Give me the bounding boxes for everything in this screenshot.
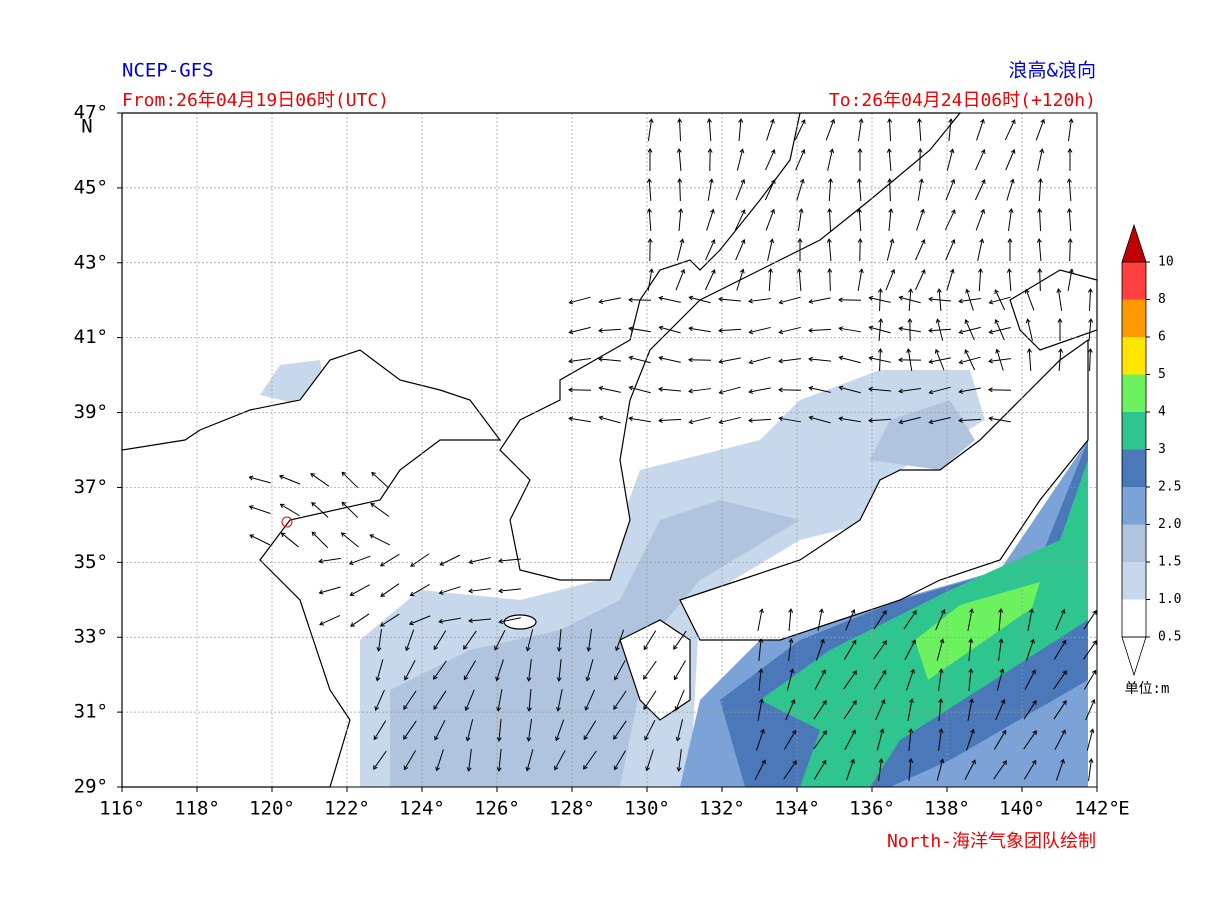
lat-label: 39° [74, 401, 108, 423]
lon-label: 126° [474, 798, 520, 820]
lon-label: 134° [774, 798, 820, 820]
arrow-shaft [860, 239, 861, 261]
colorbar-label: 10 [1158, 255, 1174, 270]
credit: North-海洋气象团队绘制 [887, 831, 1096, 852]
arrow-shaft [989, 390, 1011, 391]
lon-label: 118° [174, 798, 220, 820]
lat-label: 37° [74, 476, 108, 498]
lon-label: 132° [699, 798, 745, 820]
to-label: To:26年04月24日06时(+120h) [829, 90, 1096, 111]
arrow-shaft [1040, 269, 1041, 291]
lat-label: 29° [74, 776, 108, 798]
model-label: NCEP-GFS [122, 60, 214, 82]
from-label: From:26年04月19日06时(UTC) [122, 90, 389, 111]
lat-label: 33° [74, 626, 108, 648]
colorbar-segment [1122, 562, 1146, 600]
arrow-shaft [1070, 239, 1071, 261]
map-area [122, 113, 1097, 787]
lat-label: 35° [74, 551, 108, 573]
colorbar-segment [1122, 300, 1146, 338]
colorbar-segment [1122, 375, 1146, 413]
colorbar-label: 4 [1158, 405, 1166, 420]
lon-label: 138° [924, 798, 970, 820]
product-label: 浪高&浪向 [1009, 60, 1096, 82]
colorbar-label: 8 [1158, 292, 1166, 307]
jeju [504, 615, 536, 629]
lon-label: 124° [399, 798, 445, 820]
lat-label: 31° [74, 701, 108, 723]
colorbar-label: 1.0 [1158, 592, 1181, 607]
colorbar-segment [1122, 600, 1146, 638]
colorbar-label: 0.5 [1158, 630, 1181, 645]
colorbar-label: 6 [1158, 330, 1166, 345]
arrow-shaft [920, 149, 921, 171]
lon-label: 136° [849, 798, 895, 820]
colorbar-segment [1122, 262, 1146, 300]
lon-label: 122° [324, 798, 370, 820]
lon-label: 120° [249, 798, 295, 820]
colorbar-segment [1122, 337, 1146, 375]
colorbar-label: 2.0 [1158, 517, 1181, 532]
lon-label: 142° [1074, 798, 1120, 820]
colorbar-segment [1122, 525, 1146, 563]
colorbar-label: 5 [1158, 367, 1166, 382]
colorbar-segment [1122, 487, 1146, 525]
lat-label: 47° [74, 102, 108, 124]
lon-label: 128° [549, 798, 595, 820]
colorbar-label: 3 [1158, 442, 1166, 457]
lat-label: 45° [74, 176, 108, 198]
lat-label: 41° [74, 326, 108, 348]
lon-label: 140° [999, 798, 1045, 820]
colorbar-label: 1.5 [1158, 555, 1181, 570]
colorbar-segment [1122, 450, 1146, 488]
lon-label: 116° [99, 798, 145, 820]
colorbar-label: 2.5 [1158, 480, 1181, 495]
colorbar-segment [1122, 412, 1146, 450]
lon-label: 130° [624, 798, 670, 820]
lat-label: 43° [74, 251, 108, 273]
colorbar-unit: 单位:m [1125, 681, 1170, 697]
lon-unit: E [1118, 798, 1129, 820]
